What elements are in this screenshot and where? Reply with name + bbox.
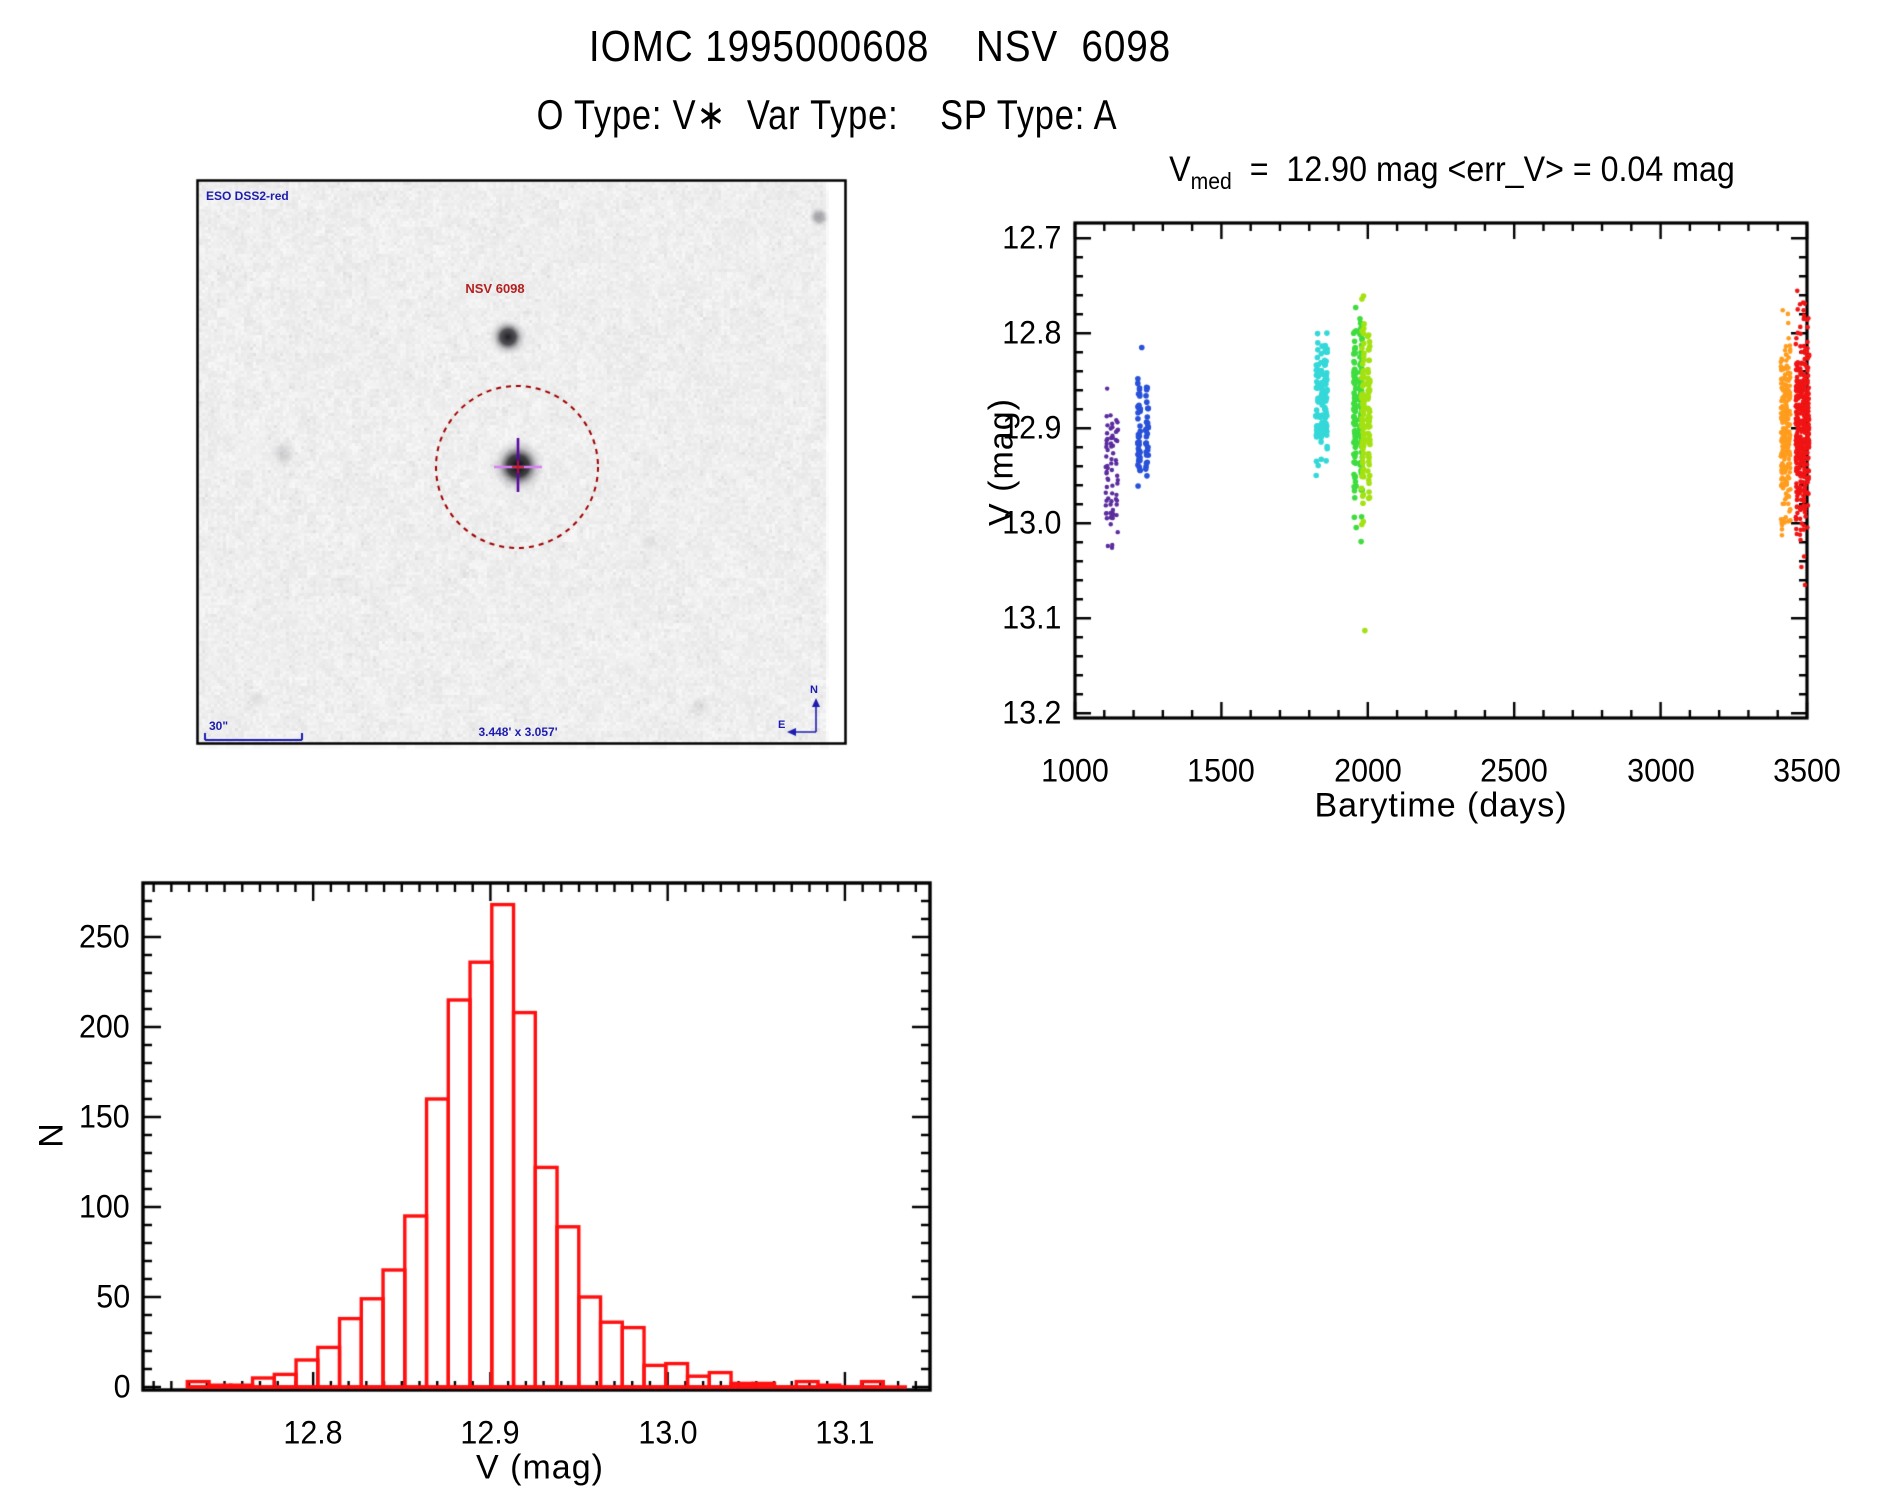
scatter-x-tick-1000: 1000 <box>1041 752 1109 789</box>
histogram-x-tick-13.0: 13.0 <box>638 1414 698 1451</box>
histogram-y-tick-100: 100 <box>78 1188 130 1225</box>
histogram-y-tick-50: 50 <box>96 1278 131 1315</box>
scatter-title: Vmed = 12.90 mag <err_V> = 0.04 mag <box>1169 150 1735 195</box>
histogram-x-tick-12.8: 12.8 <box>283 1414 343 1451</box>
scatter-y-tick-13.0: 13.0 <box>1002 504 1062 541</box>
page-subtitle: O Type: V∗ Var Type: SP Type: A <box>536 91 1118 138</box>
scatter-y-tick-12.9: 12.9 <box>1002 409 1062 446</box>
page-title: IOMC 1995000608 NSV 6098 <box>588 22 1172 71</box>
histogram-y-tick-250: 250 <box>78 918 130 955</box>
histogram-y-tick-0: 0 <box>113 1368 131 1405</box>
scatter-title-rest: = 12.90 mag <err_V> = 0.04 mag <box>1231 150 1735 189</box>
histogram-y-tick-150: 150 <box>78 1098 130 1135</box>
scatter-y-tick-13.1: 13.1 <box>1002 599 1062 636</box>
histogram-y-tick-200: 200 <box>78 1008 130 1045</box>
finder-target-label: NSV 6098 <box>465 281 525 296</box>
finder-compass-east-label: E <box>778 719 786 731</box>
scatter-x-tick-2000: 2000 <box>1333 752 1402 789</box>
scatter-title-sub: med <box>1190 168 1232 194</box>
scatter-title-var: V <box>1169 150 1191 189</box>
scatter-x-tick-3000: 3000 <box>1626 752 1695 789</box>
finder-scalebar-label: 30" <box>209 719 229 733</box>
finder-fov-label: 3.448' x 3.057' <box>478 725 558 739</box>
scatter-y-tick-12.7: 12.7 <box>1002 219 1062 256</box>
scatter-x-axis-label: Barytime (days) <box>1314 786 1568 825</box>
histogram-y-axis-label: N <box>32 1122 71 1148</box>
finder-survey-label: ESO DSS2-red <box>206 189 289 203</box>
scatter-y-tick-13.2: 13.2 <box>1002 694 1062 731</box>
scatter-x-tick-1500: 1500 <box>1187 752 1256 789</box>
finder-compass-north-label: N <box>810 684 818 696</box>
histogram-x-axis-label: V (mag) <box>476 1448 604 1487</box>
histogram-x-tick-13.1: 13.1 <box>815 1414 875 1451</box>
histogram-x-tick-12.9: 12.9 <box>460 1414 520 1451</box>
scatter-y-tick-12.8: 12.8 <box>1002 314 1062 351</box>
scatter-x-tick-2500: 2500 <box>1480 752 1549 789</box>
scatter-x-tick-3500: 3500 <box>1773 752 1841 789</box>
